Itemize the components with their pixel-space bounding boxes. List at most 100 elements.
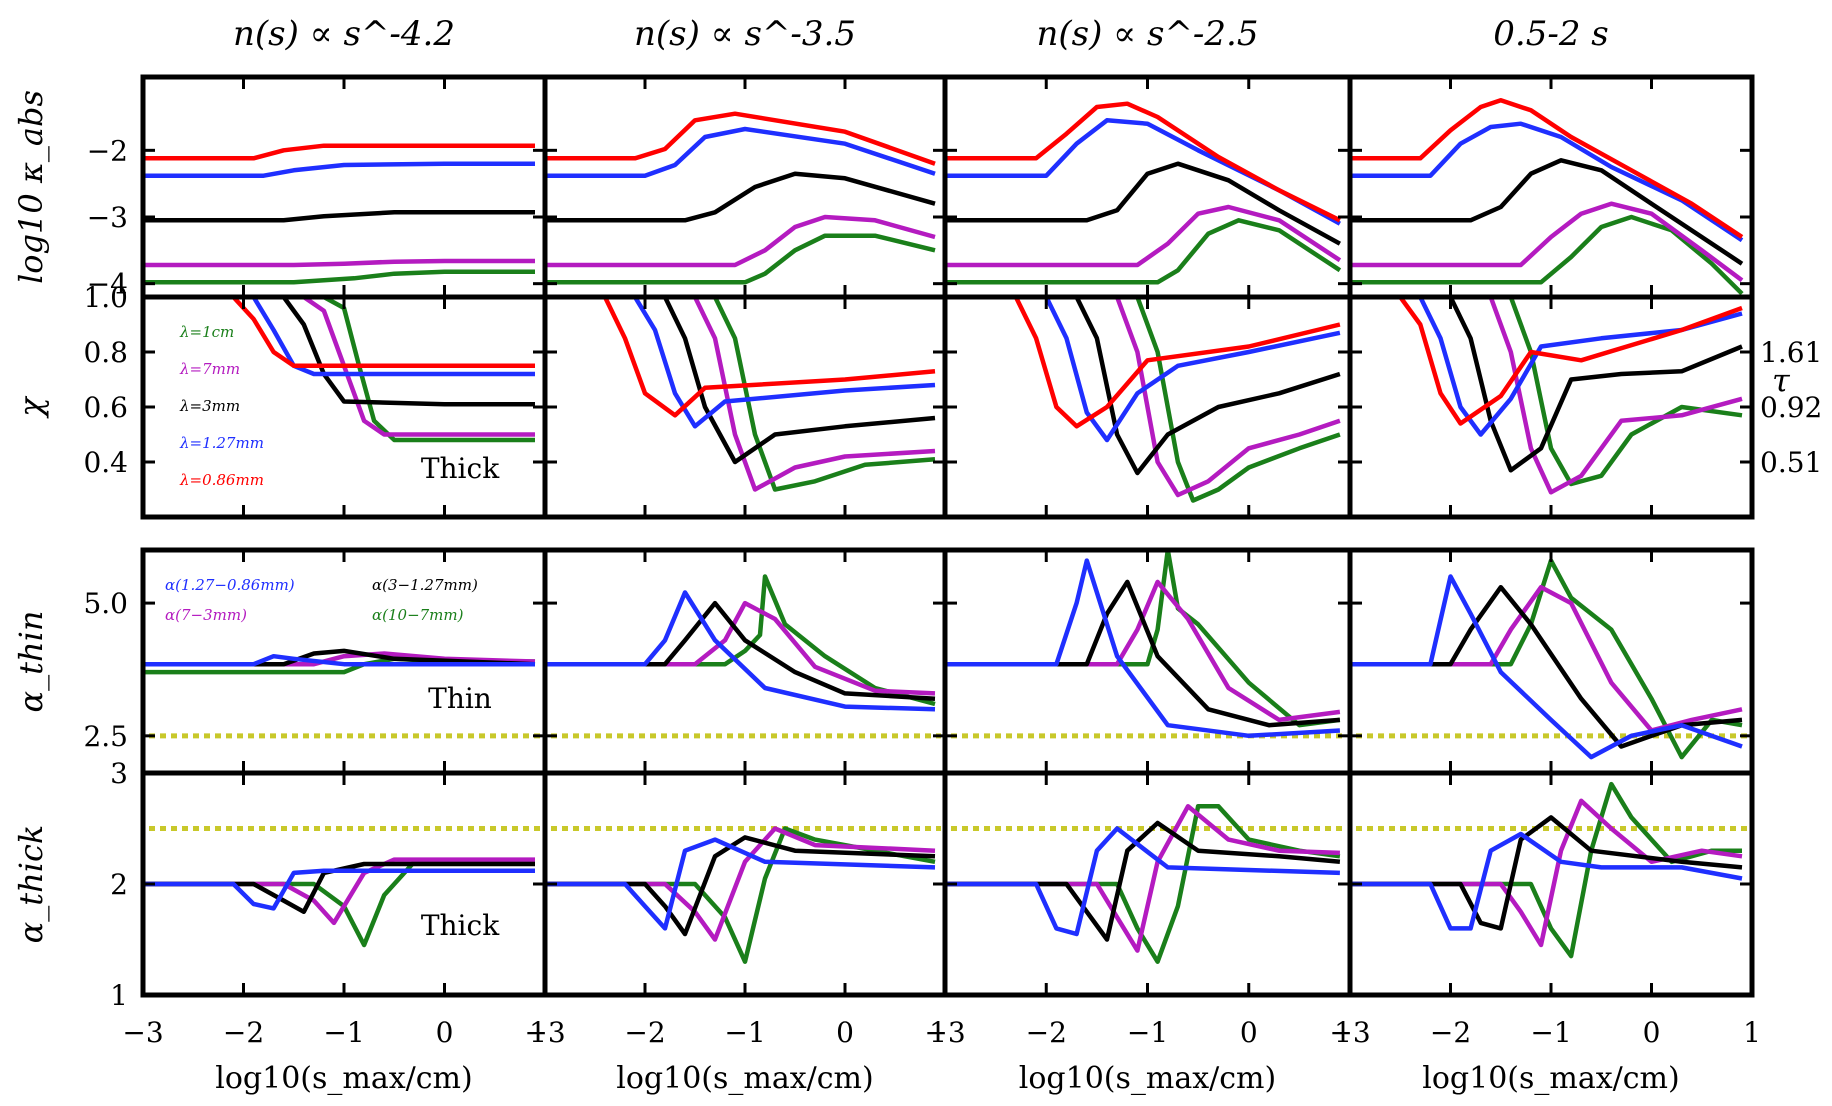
series-line-r0-c0-s2 (143, 210, 535, 223)
legend-entry-3: λ=1.27mm (179, 434, 264, 452)
series-line-r0-c1-s1 (545, 214, 936, 268)
panel-r1-c2 (942, 294, 1353, 520)
series-line-r3-c3-s3 (1350, 831, 1743, 931)
y-tick-label: 1.0 (83, 281, 128, 314)
series-line-r1-c1-s4 (545, 297, 936, 418)
y-tick-label: 2 (110, 868, 128, 901)
series-line-r1-c2-s2 (945, 297, 1341, 476)
column-title-1: n(s) ∝ s^-3.5 (634, 14, 856, 54)
panel-r1-c3 (1347, 294, 1755, 520)
alpha-legend-entry-2: α(7−3mm) (165, 606, 247, 624)
series-line-r0-c0-s4 (143, 143, 535, 161)
column-title-0: n(s) ∝ s^-4.2 (233, 14, 455, 54)
y-tick-label: −4 (87, 268, 128, 301)
x-tick-label: −3 (1329, 1016, 1370, 1049)
series-line-r0-c0-s3 (143, 161, 535, 178)
series-line-r3-c2-s3 (945, 826, 1340, 937)
column-title-3: 0.5-2 s (1493, 14, 1608, 54)
x-tick-label: −2 (1430, 1016, 1471, 1049)
panel-r2-c1 (542, 547, 948, 776)
series-line-r0-c1-s2 (545, 171, 936, 223)
tau-tick-label: 0.51 (1760, 446, 1822, 479)
x-tick-label: 1 (929, 1016, 947, 1049)
series-line-r0-c2-s1 (945, 204, 1342, 268)
panel-r1-c0 (140, 294, 548, 520)
y-tick-label: 0.8 (83, 336, 128, 369)
panel-r1-c1 (542, 294, 948, 520)
series-line-r2-c1-s2 (545, 600, 936, 701)
x-tick-label: 0 (1643, 1016, 1661, 1049)
series-line-r3-c1-s2 (545, 835, 936, 937)
series-line-r3-c2-s2 (945, 820, 1341, 942)
x-tick-label: 1 (1743, 1016, 1761, 1049)
panel-r0-c0 (140, 74, 548, 300)
series-line-r2-c2-s0 (945, 550, 1341, 728)
row-ylabel-1: χ (12, 396, 50, 419)
panel-note-3: Thick (421, 909, 500, 942)
series-line-r2-c3-s2 (1350, 584, 1743, 749)
x-axis-label-1: log10(s_max/cm) (616, 1061, 873, 1096)
legend-entry-1: λ=7mm (179, 360, 240, 378)
x-tick-label: 1 (1334, 1016, 1352, 1049)
panel-r2-c3 (1347, 547, 1755, 776)
series-line-r1-c3-s0 (1350, 297, 1743, 487)
y-tick-label: 0.4 (83, 446, 128, 479)
panel-note-1: Thick (421, 452, 500, 485)
x-tick-label: 0 (836, 1016, 854, 1049)
series-line-r1-c2-s1 (945, 297, 1341, 498)
x-axis-label-0: log10(s_max/cm) (215, 1061, 472, 1096)
series-line-r1-c3-s2 (1350, 297, 1743, 473)
series-line-r2-c0-s2 (143, 648, 536, 667)
panel-r3-c2 (942, 770, 1353, 998)
x-tick-label: 1 (529, 1016, 547, 1049)
panel-note-2: Thin (428, 682, 492, 715)
series-line-r2-c1-s1 (545, 600, 936, 696)
series-line-r3-c0-s2 (143, 861, 535, 915)
x-tick-label: −1 (1127, 1016, 1168, 1049)
series-line-r2-c2-s3 (945, 558, 1341, 739)
series-line-r1-c1-s1 (545, 297, 936, 492)
series-line-r1-c1-s0 (545, 297, 936, 492)
panel-r2-c2 (942, 547, 1353, 776)
series-line-r1-c2-s4 (945, 297, 1341, 429)
row-ylabel-0: log10 κ_abs (12, 90, 50, 284)
series-line-r2-c1-s3 (545, 590, 936, 712)
series-line-r0-c2-s4 (945, 101, 1341, 223)
x-tick-label: −2 (624, 1016, 665, 1049)
column-title-2: n(s) ∝ s^-2.5 (1037, 14, 1259, 54)
series-line-r0-c3-s2 (1350, 158, 1744, 266)
x-axis-label-2: log10(s_max/cm) (1019, 1061, 1276, 1096)
panel-frame (542, 294, 948, 520)
series-line-r3-c3-s1 (1350, 798, 1743, 948)
x-tick-label: −3 (924, 1016, 965, 1049)
series-line-r1-c1-s3 (545, 297, 936, 429)
y-tick-label: 1 (110, 979, 128, 1012)
y-tick-label: −2 (87, 134, 128, 167)
panel-r0-c3 (1347, 74, 1755, 300)
tau-tick-label: 0.92 (1760, 391, 1822, 424)
series-line-r1-c3-s4 (1350, 297, 1743, 426)
x-tick-label: 0 (436, 1016, 454, 1049)
series-line-r0-c1-s3 (545, 126, 936, 178)
row-ylabel-2: α_thin (12, 611, 50, 713)
panel-r3-c0 (140, 770, 548, 998)
tau-tick-label: 1.61 (1760, 336, 1822, 369)
series-line-r0-c2-s2 (945, 161, 1341, 246)
series-line-r1-c3-s1 (1350, 297, 1743, 495)
y-tick-label: 5.0 (83, 587, 128, 620)
series-line-r3-c3-s2 (1350, 815, 1743, 931)
series-line-r0-c0-s1 (143, 258, 535, 268)
panel-r0-c2 (942, 74, 1353, 300)
series-line-r0-c2-s0 (945, 218, 1342, 285)
series-line-r0-c3-s0 (1350, 214, 1744, 296)
panel-r0-c1 (542, 74, 948, 300)
panel-r3-c3 (1347, 770, 1755, 998)
series-line-r2-c3-s0 (1350, 558, 1743, 760)
x-tick-label: −2 (223, 1016, 264, 1049)
y-tick-label: 2.5 (83, 720, 128, 753)
x-tick-label: −1 (323, 1016, 364, 1049)
y-tick-label: 3 (110, 757, 128, 790)
series-line-r1-c1-s2 (545, 297, 936, 465)
series-line-r0-c1-s0 (545, 233, 936, 285)
